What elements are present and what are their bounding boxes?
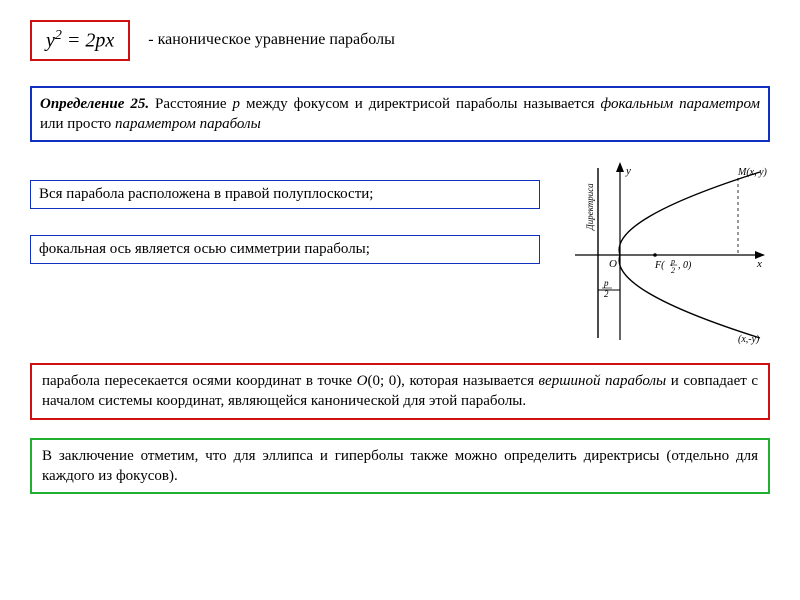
caption-text: - каноническое уравнение параболы — [148, 31, 395, 49]
left-column: Вся парабола расположена в правой полупл… — [30, 160, 540, 345]
formula-row: y2 = 2px - каноническое уравнение парабо… — [30, 20, 770, 61]
svg-text:x: x — [756, 258, 762, 270]
definition-25-box: Определение 25. Расстояние p между фокус… — [30, 86, 770, 143]
svg-text:F(: F( — [654, 260, 665, 271]
property-box-symmetry-axis: фокальная ось является осью симметрии па… — [30, 235, 540, 264]
svg-text:O: O — [609, 258, 617, 270]
svg-text:y: y — [625, 165, 631, 177]
property-box-half-plane: Вся парабола расположена в правой полупл… — [30, 180, 540, 209]
svg-text:p: p — [670, 257, 675, 266]
svg-text:p: p — [603, 278, 609, 288]
definition-label: Определение 25. — [40, 96, 149, 112]
svg-text:2: 2 — [671, 266, 675, 275]
svg-text:(x,-y): (x,-y) — [738, 334, 760, 345]
middle-section: Вся парабола расположена в правой полупл… — [30, 160, 770, 345]
parabola-diagram: y x O F( p 2 , 0) M(x, y) (x,-y) p 2 Дир… — [560, 160, 770, 345]
vertex-property-box: парабола пересекается осями координат в … — [30, 363, 770, 420]
conclusion-box: В заключение отметим, что для эллипса и … — [30, 438, 770, 495]
svg-text:M(x, y): M(x, y) — [737, 167, 768, 178]
svg-text:Директриса: Директриса — [585, 183, 595, 231]
canonical-equation-box: y2 = 2px — [30, 20, 130, 61]
svg-text:2: 2 — [604, 289, 609, 299]
svg-text:, 0): , 0) — [678, 260, 692, 271]
